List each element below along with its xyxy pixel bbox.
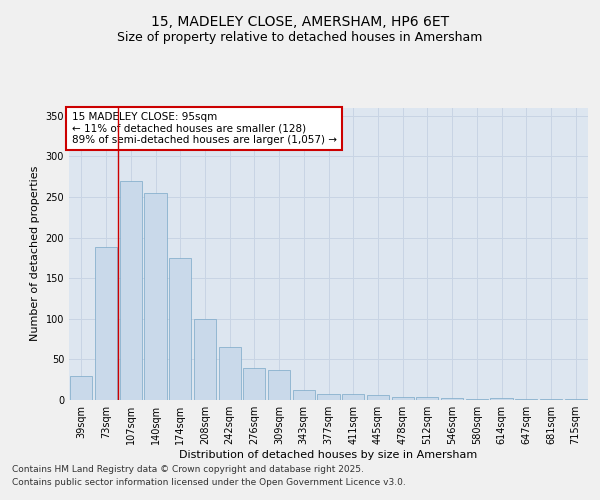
Bar [268, 370, 290, 400]
Bar [243, 368, 265, 400]
Bar [515, 399, 538, 400]
Text: Contains public sector information licensed under the Open Government Licence v3: Contains public sector information licen… [12, 478, 406, 487]
Text: 15, MADELEY CLOSE, AMERSHAM, HP6 6ET: 15, MADELEY CLOSE, AMERSHAM, HP6 6ET [151, 16, 449, 30]
Bar [540, 399, 562, 400]
Bar [490, 398, 512, 400]
Bar [466, 399, 488, 400]
Bar [145, 193, 167, 400]
Bar [293, 390, 315, 400]
Bar [70, 376, 92, 400]
Bar [119, 180, 142, 400]
Bar [317, 394, 340, 400]
Bar [194, 319, 216, 400]
Y-axis label: Number of detached properties: Number of detached properties [30, 166, 40, 342]
X-axis label: Distribution of detached houses by size in Amersham: Distribution of detached houses by size … [179, 450, 478, 460]
Bar [218, 347, 241, 400]
Text: Size of property relative to detached houses in Amersham: Size of property relative to detached ho… [118, 31, 482, 44]
Bar [169, 258, 191, 400]
Text: Contains HM Land Registry data © Crown copyright and database right 2025.: Contains HM Land Registry data © Crown c… [12, 466, 364, 474]
Bar [565, 399, 587, 400]
Bar [416, 397, 439, 400]
Text: 15 MADELEY CLOSE: 95sqm
← 11% of detached houses are smaller (128)
89% of semi-d: 15 MADELEY CLOSE: 95sqm ← 11% of detache… [71, 112, 337, 145]
Bar [441, 398, 463, 400]
Bar [367, 395, 389, 400]
Bar [392, 397, 414, 400]
Bar [342, 394, 364, 400]
Bar [95, 248, 117, 400]
